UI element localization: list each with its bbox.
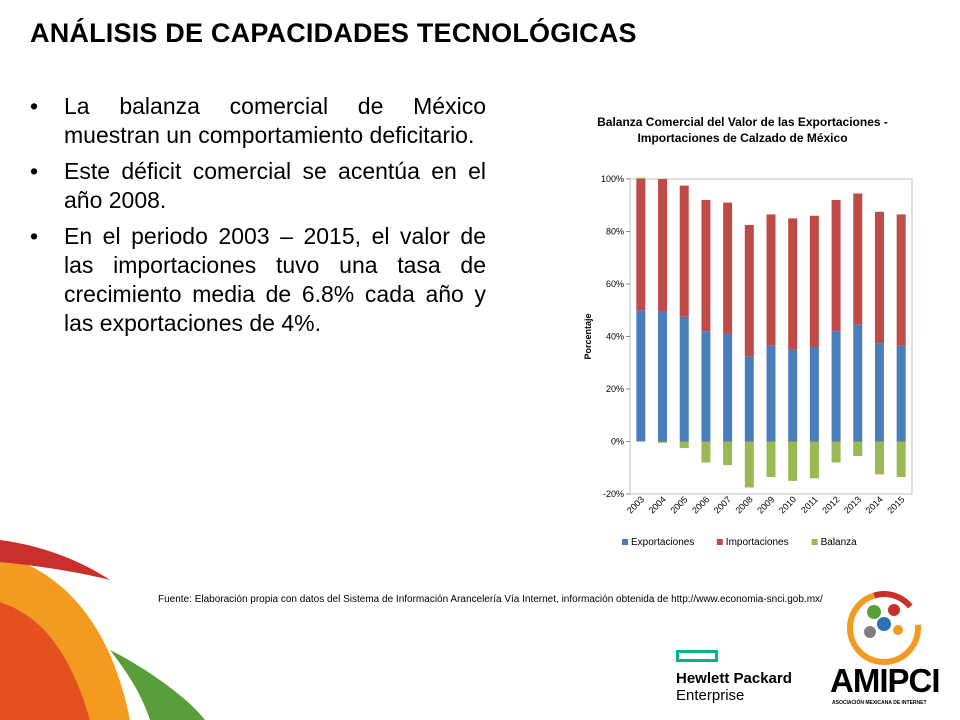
x-tick-label: 2010: [777, 494, 798, 515]
x-tick-label: 2004: [647, 494, 668, 515]
bullet-list: • La balanza comercial de México muestran…: [30, 92, 486, 345]
bar-exportaciones: [853, 324, 863, 442]
bar-balanza: [658, 441, 668, 443]
bullet-marker: •: [30, 223, 39, 249]
hpe-logo-line2: Enterprise: [676, 687, 745, 704]
legend-label: Balanza: [821, 537, 858, 548]
hpe-logo-line1: Hewlett Packard: [676, 670, 792, 687]
bar-exportaciones: [744, 356, 754, 442]
bar-importaciones: [874, 211, 884, 344]
bar-exportaciones: [701, 331, 711, 442]
bar-exportaciones: [788, 349, 798, 442]
bar-exportaciones: [766, 345, 776, 442]
chart-title: Balanza Comercial del Valor de las Expor…: [597, 115, 888, 145]
x-tick-label: 2007: [712, 494, 733, 515]
legend-label: Exportaciones: [631, 537, 694, 548]
source-note: Fuente: Elaboración propia con datos del…: [158, 594, 823, 605]
legend-label: Importaciones: [726, 537, 789, 548]
bar-importaciones: [744, 224, 754, 357]
decorative-swoosh: [0, 540, 210, 720]
bar-balanza: [636, 177, 646, 179]
bar-exportaciones: [874, 343, 884, 442]
bar-importaciones: [701, 200, 711, 332]
bar-importaciones: [809, 215, 819, 347]
bar-importaciones: [896, 214, 906, 346]
bar-importaciones: [853, 193, 863, 325]
bar-exportaciones: [723, 333, 733, 442]
y-tick-label: 100%: [601, 174, 624, 184]
bar-balanza: [744, 441, 754, 488]
bar-balanza: [701, 441, 711, 463]
bar-exportaciones: [809, 347, 819, 442]
hpe-logo-mark: [676, 650, 718, 662]
bullet-item: • La balanza comercial de México muestran…: [30, 92, 486, 150]
bar-balanza: [853, 441, 863, 456]
chart-container: Balanza Comercial del Valor de las Expor…: [570, 110, 920, 560]
bar-importaciones: [831, 200, 841, 332]
y-tick-label: 60%: [606, 279, 624, 289]
y-tick-label: 80%: [606, 227, 624, 237]
bar-importaciones: [679, 185, 689, 317]
bar-importaciones: [766, 214, 776, 346]
x-tick-label: 2013: [842, 494, 863, 515]
slide-title: ANÁLISIS DE CAPACIDADES TECNOLÓGICAS: [30, 18, 637, 48]
x-tick-label: 2005: [668, 494, 689, 515]
bullet-text: Este déficit comercial se acentúa en el …: [64, 158, 486, 213]
hpe-logo: Hewlett Packard Enterprise: [676, 650, 792, 704]
x-tick-label: 2011: [799, 494, 820, 515]
bar-balanza: [766, 441, 776, 477]
x-tick-label: 2003: [625, 494, 646, 515]
bar-balanza: [809, 441, 819, 479]
bar-balanza: [788, 441, 798, 481]
amipci-logo: AMIPCI ASOCIACIÓN MEXICANA DE INTERNET: [826, 590, 946, 715]
y-axis-label: Porcentaje: [583, 313, 593, 359]
bar-balanza: [831, 441, 841, 463]
bar-exportaciones: [679, 316, 689, 442]
bar-exportaciones: [658, 311, 668, 442]
bar-importaciones: [658, 179, 668, 312]
x-tick-label: 2012: [820, 494, 841, 515]
bullet-text: En el periodo 2003 – 2015, el valor de l…: [64, 223, 486, 336]
legend-swatch: [716, 539, 723, 545]
bar-balanza: [874, 441, 884, 475]
bar-importaciones: [723, 202, 733, 334]
bar-exportaciones: [636, 310, 646, 442]
bar-exportaciones: [896, 345, 906, 442]
amipci-emblem: [847, 591, 921, 665]
bar-exportaciones: [831, 331, 841, 442]
bullet-marker: •: [30, 93, 39, 119]
bar-balanza: [679, 441, 689, 449]
x-tick-label: 2014: [864, 494, 885, 515]
legend-swatch: [622, 539, 628, 545]
bullet-item: • En el periodo 2003 – 2015, el valor de …: [30, 222, 486, 338]
chart-svg: -20% 0% 20% 40% 60% 80% 100% Porcentaje 2003 2004…: [583, 174, 913, 548]
bullet-marker: •: [30, 158, 39, 184]
bullet-text: La balanza comercial de México muestran …: [64, 93, 486, 148]
y-tick-label: 0%: [611, 437, 624, 447]
bar-importaciones: [636, 179, 646, 311]
x-tick-label: 2015: [885, 494, 906, 515]
amipci-logo-name: AMIPCI: [830, 662, 940, 699]
y-tick-label: -20%: [603, 489, 624, 499]
bar-balanza: [723, 441, 733, 466]
y-tick-label: 20%: [606, 384, 624, 394]
bar-importaciones: [788, 218, 798, 350]
x-tick-label: 2009: [755, 494, 776, 515]
x-tick-label: 2006: [690, 494, 711, 515]
y-tick-label: 40%: [606, 332, 624, 342]
bullet-item: • Este déficit comercial se acentúa en el…: [30, 157, 486, 215]
amipci-logo-subtitle: ASOCIACIÓN MEXICANA DE INTERNET: [832, 700, 927, 706]
x-tick-label: 2008: [733, 494, 754, 515]
legend-swatch: [811, 539, 818, 545]
bar-balanza: [896, 441, 906, 477]
